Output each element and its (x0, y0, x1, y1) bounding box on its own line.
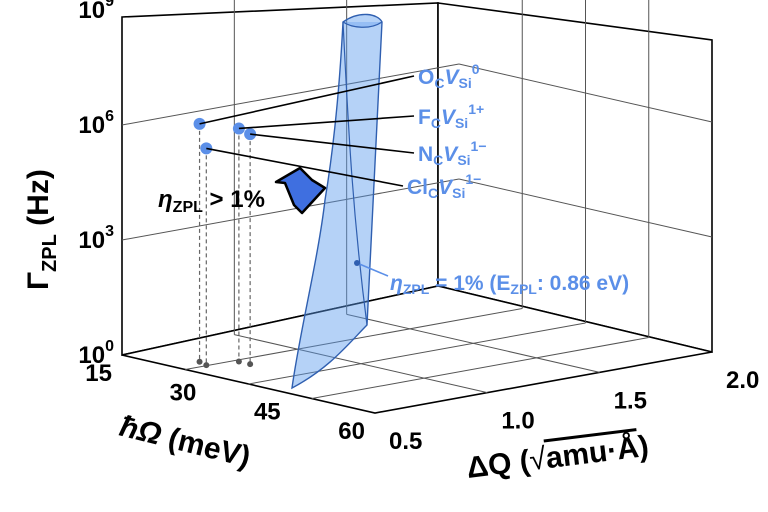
y-tick-1.5: 1.5 (614, 387, 647, 414)
label-OCVSi0: OCVSi0 (418, 61, 480, 91)
point-labels: OCVSi0 FCVSi1+ NCVSi1−ClCVSi1− (407, 61, 487, 201)
eta-arrow-label: ηZPL > 1% (158, 186, 265, 216)
x-tick-30: 30 (170, 379, 197, 406)
leader-FCVSi1+ (238, 115, 415, 130)
grid-floor-dq-1 (346, 313, 600, 373)
surface-body (291, 13, 383, 390)
z-tick-3: 109 (78, 0, 114, 24)
leader-ClCVSi1- (206, 147, 404, 187)
y-tick-2.0: 2.0 (726, 367, 759, 394)
back-panels (121, 2, 713, 414)
floor-point-0 (196, 358, 203, 365)
z-axis-label: ΓZPL (Hz) (22, 169, 61, 290)
floor (121, 285, 713, 414)
point-NCVSi1- (244, 128, 257, 141)
label-FCVSi1+: FCVSi1+ (418, 101, 484, 131)
floor-point-2 (247, 361, 254, 368)
surface-label-dot (354, 260, 360, 266)
floor-point-3 (203, 362, 210, 369)
label-leaders (199, 75, 415, 187)
grid-floor-hw-2 (311, 337, 649, 399)
x-tick-60: 60 (338, 418, 365, 445)
y-tick-1.0: 1.0 (501, 408, 534, 435)
grid-floor-dq-0 (234, 334, 488, 394)
drop-lines (196, 123, 254, 369)
grid-floor-hw-1 (248, 322, 586, 385)
x-tick-15: 15 (85, 360, 112, 387)
tick-labels: 100 103 106 109 15 30 45 60 0.5 1.0 1.5 2.0 (78, 0, 759, 455)
surface-label-leader (356, 262, 389, 277)
z-tick-2: 106 (78, 108, 114, 139)
leader-OCVSi0 (199, 75, 415, 125)
z-tick-0: 100 (78, 338, 114, 369)
label-ClCVSi1-: ClCVSi1− (407, 171, 481, 201)
surface-label: ηZPL = 1% (EZPL: 0.86 eV) (390, 272, 629, 297)
grid-left-z-0 (121, 178, 460, 241)
y-axis-label: ΔQ (√amu·Å) (465, 430, 651, 485)
annotations: ηZPL = 1% (EZPL: 0.86 eV) ηZPL > 1% (158, 166, 629, 297)
x-tick-45: 45 (254, 399, 281, 426)
surface-top-edge (342, 21, 383, 28)
x-axis-label: ħΩ (meV) (116, 410, 253, 474)
label-NCVSi1-: NCVSi1− (418, 138, 487, 168)
z-tick-1: 103 (78, 223, 114, 254)
eta-surface (291, 13, 383, 390)
surface-fold-line (342, 21, 368, 326)
floor-point-1 (235, 358, 242, 365)
eta-arrow (274, 166, 327, 215)
leader-NCVSi1- (250, 133, 415, 154)
grid-left-z-1 (121, 63, 460, 126)
y-tick-0.5: 0.5 (389, 428, 422, 455)
